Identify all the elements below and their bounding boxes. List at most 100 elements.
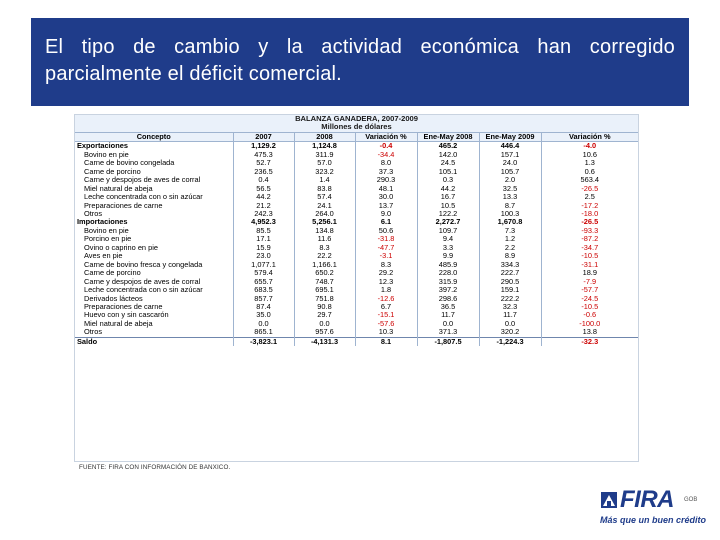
row-value: 865.1 [233, 328, 295, 338]
row-value: 24.5 [417, 159, 480, 168]
row-concept: Miel natural de abeja [75, 319, 234, 329]
row-value: 87.4 [233, 302, 295, 312]
row-value: 748.7 [294, 277, 356, 287]
row-value: 465.2 [417, 141, 480, 151]
row-value: 11.7 [417, 311, 480, 320]
row-value: 222.2 [479, 294, 542, 303]
row-value: -4.0 [583, 141, 597, 151]
row-value: 142.0 [417, 150, 480, 160]
row-value: 50.6 [355, 226, 418, 236]
row-value: 1,670.8 [479, 218, 542, 227]
row-value: -32.3 [541, 336, 639, 347]
table-row: Carne de bovino congelada 52.7 57.0 8.0 24.5… [75, 159, 638, 168]
row-value: -1,807.5 [417, 336, 480, 347]
row-value: 315.9 [417, 277, 480, 287]
row-value: 6.7 [355, 302, 418, 312]
row-value: 8.3 [294, 243, 356, 253]
row-value: -17.2 [581, 201, 599, 210]
row-value: -31.8 [355, 235, 418, 244]
row-value: 311.9 [294, 150, 356, 160]
row-value: 236.5 [233, 167, 295, 177]
row-value: 957.6 [294, 328, 356, 338]
row-value: 134.8 [294, 226, 356, 236]
row-value: 57.4 [294, 193, 356, 202]
row-value: 397.2 [417, 286, 480, 295]
row-value: 32.5 [479, 184, 542, 194]
title-banner: El tipo de cambio y la actividad económi… [31, 18, 689, 106]
row-value: 1.2 [479, 235, 542, 244]
row-value: 334.3 [479, 260, 542, 270]
row-value: 15.9 [233, 243, 295, 253]
table-row: Carne de bovino fresca y congelada 1,077.… [75, 260, 638, 270]
row-value: -18.0 [581, 209, 599, 218]
row-value: 695.1 [294, 286, 356, 295]
row-value: 13.8 [582, 328, 597, 337]
column-header: Concepto [75, 131, 234, 143]
row-value: 0.0 [417, 319, 480, 329]
row-value: 4,952.3 [233, 218, 295, 227]
table-row: Leche concentrada con o sin azúcar 44.2 57… [75, 193, 638, 202]
row-value: -26.5 [581, 218, 599, 227]
row-value: 446.4 [479, 141, 542, 151]
row-value: -12.6 [355, 294, 418, 303]
row-concept: Porcino en pie [75, 235, 234, 244]
row-value: 13.3 [479, 193, 542, 202]
row-value: 32.3 [479, 302, 542, 312]
table-row: Porcino en pie 17.1 11.6 -31.8 9.4 1.2 -87.2 [75, 235, 638, 244]
table-row: Carne de porcino 236.5 323.2 37.3 105.1 105.7… [75, 167, 638, 177]
row-value: 3.3 [417, 243, 480, 253]
table-row: Preparaciones de carne 21.2 24.1 13.7 10.5 8.… [75, 201, 638, 210]
row-value: 1.4 [294, 176, 356, 185]
row-value: 17.1 [233, 235, 295, 244]
fira-wordmark: FIRA [620, 486, 675, 513]
row-value: -34.7 [581, 243, 599, 252]
row-value: 0.3 [417, 176, 480, 185]
row-concept: Carne y despojos de aves de corral [75, 277, 234, 287]
row-value: 159.1 [479, 286, 542, 295]
row-value: -15.1 [355, 311, 418, 320]
gov-mark: GOB [684, 497, 698, 503]
row-value: 0.0 [479, 319, 542, 329]
fira-emblem-icon [601, 492, 617, 508]
row-value: 323.2 [294, 167, 356, 177]
row-value: 655.7 [233, 277, 295, 287]
table-row: Miel natural de abeja 0.0 0.0 -57.6 0.0 0.0 -1… [75, 319, 638, 329]
row-value: 650.2 [294, 269, 356, 278]
row-value: -7.9 [583, 277, 597, 286]
table-title: BALANZA GANADERA, 2007-2009 [75, 115, 639, 124]
table-row: Carne y despojos de aves de corral 0.4 1.4… [75, 176, 638, 185]
row-value: 85.5 [233, 226, 295, 236]
row-value: 90.8 [294, 302, 356, 312]
row-concept: Otros [75, 328, 234, 338]
row-value: 24.1 [294, 201, 356, 210]
row-concept: Carne y despojos de aves de corral [75, 176, 234, 185]
row-value: -31.1 [581, 260, 599, 269]
row-value: -3.1 [355, 252, 418, 261]
table-row: Saldo -3,823.1 -4,131.3 8.1 -1,807.5 -1,224.3… [75, 336, 639, 347]
row-value: 1.3 [584, 159, 595, 168]
table-row: Otros 242.3 264.0 9.0 122.2 100.3 -18.0 [75, 209, 638, 219]
row-value: 18.9 [582, 269, 597, 278]
row-concept: Leche concentrada con o sin azúcar [75, 193, 234, 202]
row-value: -1,224.3 [479, 336, 542, 347]
row-value: 100.3 [479, 209, 542, 219]
row-value: 122.2 [417, 209, 480, 219]
row-concept: Carne de bovino fresca y congelada [75, 260, 234, 270]
row-value: 5,256.1 [294, 218, 356, 227]
row-value: 1,166.1 [294, 260, 356, 270]
row-value: 0.6 [584, 167, 595, 176]
row-value: 1,124.8 [294, 141, 356, 151]
row-concept: Carne de porcino [75, 167, 234, 177]
row-value: 298.6 [417, 294, 480, 303]
row-value: 485.9 [417, 260, 480, 270]
row-value: 6.1 [355, 218, 418, 227]
row-concept: Carne de porcino [75, 269, 234, 278]
table-row: Derivados lácteos 857.7 751.8 -12.6 298.6 222… [75, 294, 638, 303]
table-header-row: Concepto 2007 2008 Variación % Ene-May 2… [75, 131, 639, 143]
table-row: Preparaciones de carne 87.4 90.8 6.7 36.5 32.… [75, 302, 638, 312]
row-value: -87.2 [581, 235, 599, 244]
row-concept: Huevo con y sin cascarón [75, 311, 234, 320]
row-value: 8.3 [355, 260, 418, 270]
column-header: Variación % [541, 131, 639, 143]
column-header: 2007 [233, 131, 295, 143]
